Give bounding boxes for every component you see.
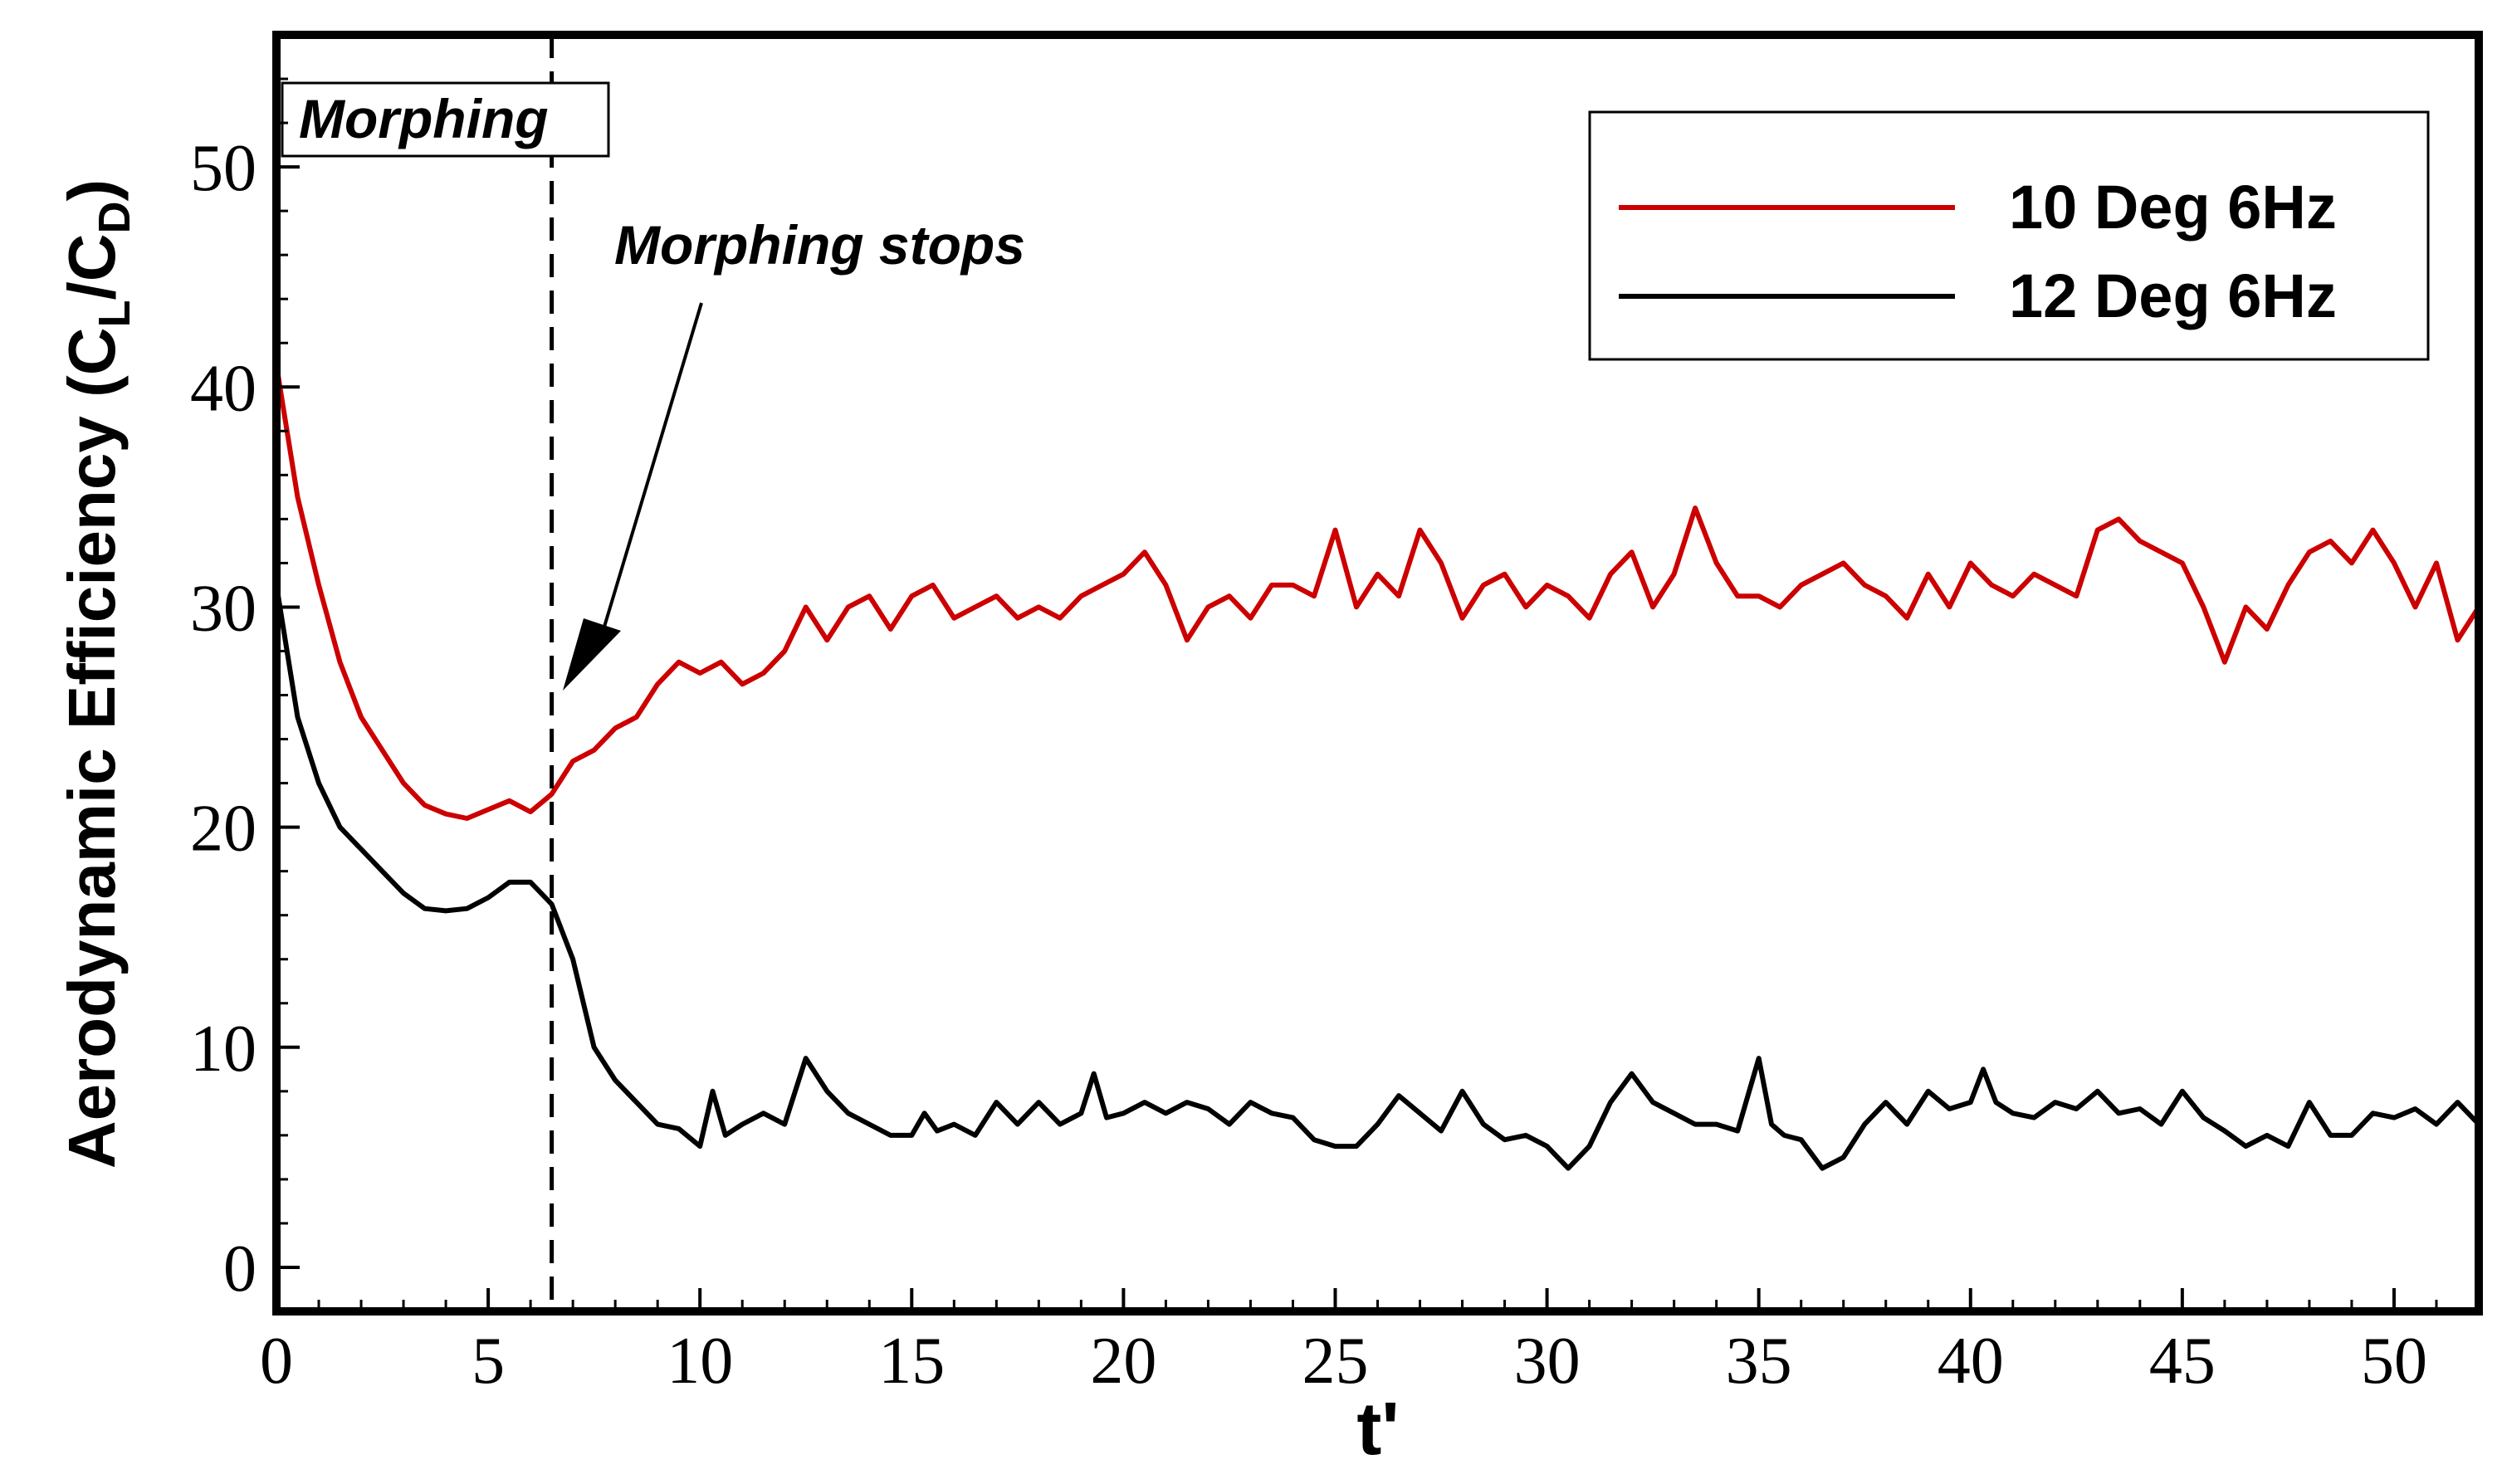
x-tick-label: 25 (1302, 1325, 1368, 1398)
y-tick-label: 10 (190, 1013, 257, 1086)
morphing-stops-arrowhead (563, 618, 621, 691)
morphing-stops-arrow-shaft (598, 302, 703, 644)
x-tick-label: 30 (1514, 1325, 1581, 1398)
series-line-0 (274, 364, 2481, 821)
y-tick-label: 0 (223, 1233, 257, 1306)
x-tick-label: 40 (1938, 1325, 2004, 1398)
y-tick-label: 30 (190, 572, 257, 645)
y-axis-label: Aerodynamic Efficiency (CL/CD) (55, 179, 139, 1169)
y-tick-label: 40 (190, 352, 257, 425)
morphing-label: Morphing (299, 88, 549, 149)
series-line-1 (274, 584, 2481, 1171)
x-tick-label: 10 (667, 1325, 733, 1398)
x-tick-label: 50 (2361, 1325, 2427, 1398)
legend-label-10deg: 10 Deg 6Hz (2009, 173, 2337, 242)
x-tick-label: 0 (260, 1325, 293, 1398)
axis-ticks: 0 5 10 15 20 25 30 35 40 45 50 0 10 20 30 40 50 (190, 77, 2480, 1398)
x-tick-label: 15 (878, 1325, 945, 1398)
x-tick-label: 5 (472, 1325, 505, 1398)
x-tick-label: 45 (2149, 1325, 2216, 1398)
y-tick-label: 50 (190, 132, 257, 205)
morphing-stops-label: Morphing stops (614, 214, 1025, 276)
x-tick-label: 20 (1090, 1325, 1156, 1398)
plot-content (274, 364, 2481, 1171)
morphing-label-box (281, 81, 610, 158)
x-axis-label: t' (1356, 1388, 1399, 1471)
legend-label-12deg: 12 Deg 6Hz (2009, 261, 2337, 330)
y-tick-label: 20 (190, 793, 257, 866)
legend-box (1588, 110, 2430, 361)
x-tick-label: 35 (1726, 1325, 1792, 1398)
